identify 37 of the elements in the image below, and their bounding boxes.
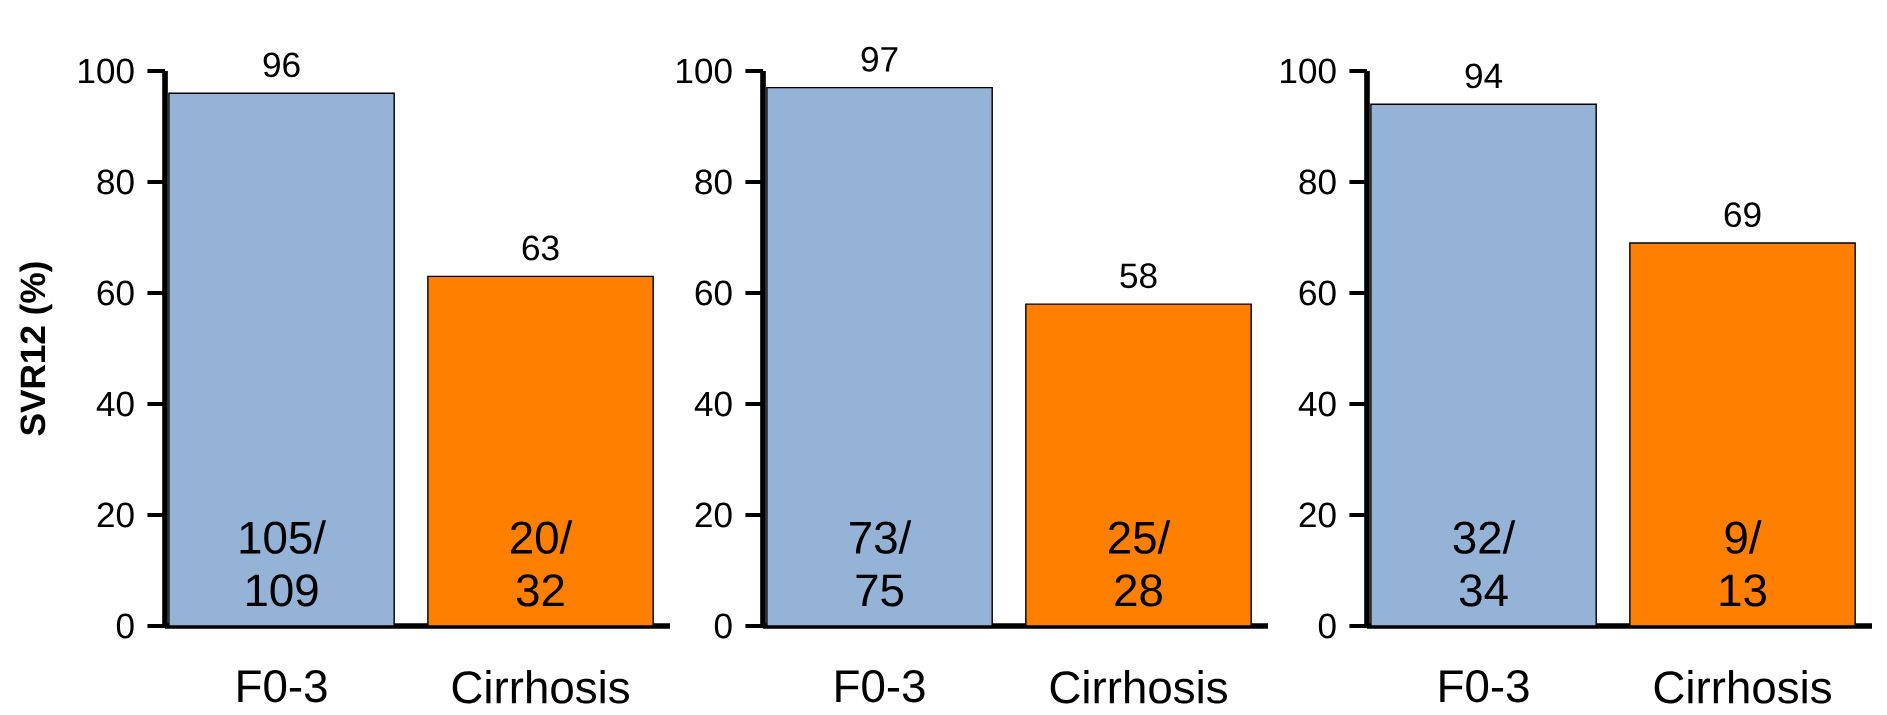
annotation: 32/ 34 [1453,520,1516,607]
y-tick-label: 60 [1299,280,1336,306]
y-tick-label: 40 [694,391,732,417]
data-label: 69 [1724,202,1761,227]
data-label: 58 [1120,263,1157,288]
y-tick-label: 100 [79,58,134,84]
x-tick-label: Cirrhosis [1050,669,1227,704]
annotation: 9/ 13 [1720,520,1766,607]
y-tick-label: 20 [1299,502,1336,528]
x-tick-label: Cirrhosis [452,669,629,704]
y-axis-title: SVR12 (%) [19,262,53,436]
y-tick-label: 80 [695,169,732,195]
y-tick-label: 0 [116,613,134,639]
data-label: 96 [263,52,300,78]
annotation: 105/ 109 [240,520,326,607]
y-tick-label: 20 [97,502,134,528]
data-label: 63 [522,235,559,261]
y-tick-label: 60 [97,280,134,306]
y-tick-label: 40 [96,391,134,417]
y-tick-label: 20 [695,502,732,528]
y-tick-label: 100 [677,58,732,84]
y-tick-label: 0 [1318,613,1336,639]
y-tick-label: 40 [1298,391,1336,417]
y-tick-label: 0 [714,613,732,639]
annotation: 20/ 32 [511,520,573,607]
y-tick-label: 60 [695,280,732,306]
y-tick-label: 80 [97,169,134,195]
x-tick-label: F0-3 [836,669,925,703]
data-label: 97 [861,46,898,72]
data-label: 94 [1465,63,1503,89]
annotation: 73/ 75 [850,520,912,607]
y-tick-label: 80 [1299,169,1336,195]
y-tick-label: 100 [1281,58,1336,84]
x-tick-label: F0-3 [1440,669,1529,703]
x-tick-label: Cirrhosis [1654,669,1831,704]
x-tick-label: F0-3 [238,669,327,703]
annotation: 25/ 28 [1109,520,1171,607]
